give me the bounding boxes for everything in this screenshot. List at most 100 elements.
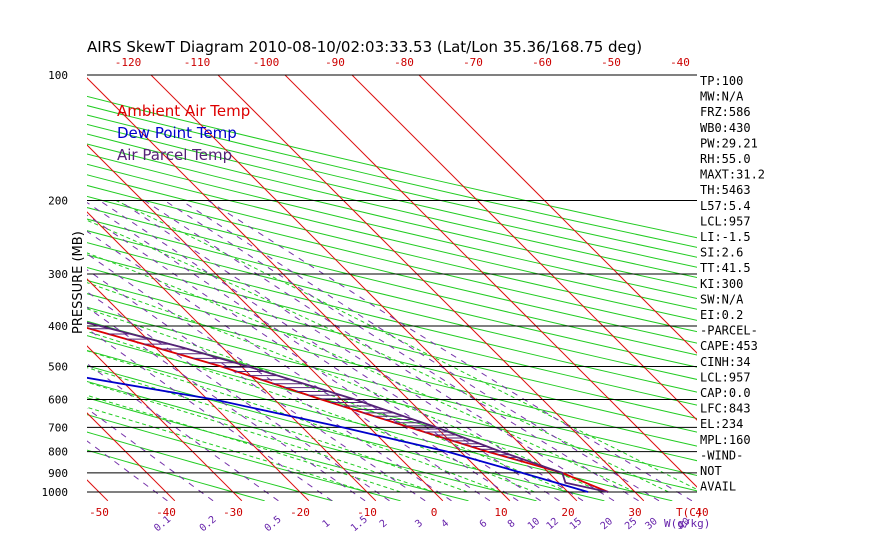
isotherm (418, 75, 697, 354)
dry-adiabat (87, 105, 697, 248)
dry-adiabat (87, 267, 697, 419)
mixing-ratio-tick-label: 8 (506, 518, 518, 530)
isotherm (87, 412, 176, 501)
mixing-ratio-line (164, 200, 639, 501)
isotherm (87, 211, 377, 501)
mixing-ratio-line (87, 201, 541, 501)
mixing-ratio-line (87, 253, 452, 501)
dry-adiabat (87, 449, 265, 501)
mixing-ratio-line (180, 200, 660, 501)
chart-title: AIRS SkewT Diagram 2010-08-10/02:03:33.5… (87, 38, 642, 56)
pressure-tick-label: 300 (48, 268, 68, 281)
legend-entry: Dew Point Temp (117, 124, 237, 142)
dry-adiabat (87, 174, 697, 321)
index-readout: FRZ:586 (700, 105, 751, 119)
bottom-temp-tick-label: 40 (695, 506, 708, 519)
top-temp-tick-label: -100 (253, 56, 280, 69)
index-readout: TH:5463 (700, 183, 751, 197)
pressure-tick-label: 800 (48, 446, 68, 459)
mixing-ratio-line (87, 291, 390, 501)
pressure-tick-label: 100 (48, 69, 68, 82)
mixing-ratio-line (87, 440, 168, 501)
dry-adiabat (87, 293, 697, 447)
isotherm (87, 278, 310, 501)
bottom-temp-tick-label: 20 (561, 506, 574, 519)
moist-adiabat (87, 308, 569, 493)
mixing-ratio-line (87, 363, 279, 501)
index-readout: EL:234 (700, 417, 743, 431)
top-temp-tick-label: -90 (325, 56, 345, 69)
bottom-temp-tick-label: -30 (223, 506, 243, 519)
pressure-tick-label: 200 (48, 195, 68, 208)
dry-adiabat (87, 143, 697, 289)
mixing-ratio-tick-label: 4 (439, 518, 451, 530)
series-layer (87, 321, 609, 493)
top-temp-tick-label: -120 (115, 56, 142, 69)
legend-layer: Ambient Air Temp Dew Point Temp Air Parcel… (117, 102, 250, 164)
index-readout: MPL:160 (700, 433, 751, 447)
dry-adiabat (87, 163, 697, 310)
pressure-tick-label: 700 (48, 421, 68, 434)
index-readout: AVAIL (700, 480, 736, 494)
mixing-ratio-line (87, 407, 214, 501)
mixing-ratio-line (87, 306, 366, 501)
index-readout: -PARCEL- (700, 324, 758, 338)
isotherm (87, 144, 444, 501)
dry-adiabat (87, 320, 697, 477)
mixing-ratio-tick-label: 6 (478, 518, 490, 530)
mixing-ratio-line (87, 327, 333, 501)
index-readout: CINH:34 (700, 355, 751, 369)
dry-adiabat (87, 380, 537, 501)
index-readout: SI:2.6 (700, 246, 743, 260)
mixing-ratio-line (118, 200, 584, 501)
dry-adiabat (87, 365, 605, 501)
bottom-temp-tick-label: -20 (290, 506, 310, 519)
pressure-tick-label: 500 (48, 360, 68, 373)
index-readout: -WIND- (700, 448, 743, 462)
mixing-ratio-tick-label: 1 (321, 518, 333, 530)
index-readout: LCL:957 (700, 370, 751, 384)
top-temp-tick-label: -80 (394, 56, 414, 69)
moist-adiabat (87, 367, 468, 493)
air-parcel-temp-line (87, 321, 609, 493)
pressure-tick-label: 600 (48, 393, 68, 406)
index-readout: LCL:957 (700, 214, 751, 228)
index-readout: L57:5.4 (700, 199, 751, 213)
mixing-ratio-line (99, 200, 560, 501)
index-readout: MW:N/A (700, 90, 744, 104)
temp-axis-unit-label: T(C) (676, 506, 703, 519)
index-readout: EI:0.2 (700, 308, 743, 322)
isotherm (351, 75, 697, 421)
mixing-ratio-line (87, 214, 519, 501)
isotherm (87, 345, 243, 501)
ambient-air-temp-line (87, 327, 609, 493)
index-readout: KI:300 (700, 277, 743, 291)
bottom-temp-tick-label: 30 (628, 506, 641, 519)
bottom-temp-tick-label: -40 (156, 506, 176, 519)
bottom-temp-tick-label: -10 (357, 506, 377, 519)
index-readout: TP:100 (700, 74, 743, 88)
index-readout: TT:41.5 (700, 261, 751, 275)
index-readout: LI:-1.5 (700, 230, 751, 244)
mixing-ratio-tick-label: 2 (378, 518, 390, 530)
index-readout: CAP:0.0 (700, 386, 751, 400)
index-readout: WB0:430 (700, 121, 751, 135)
top-temp-tick-label: -110 (184, 56, 211, 69)
top-temp-tick-label: -50 (601, 56, 621, 69)
dew-point-temp-line (87, 376, 589, 493)
dry-adiabat (87, 195, 697, 344)
index-readout: SW:N/A (700, 292, 744, 306)
dry-adiabat (87, 397, 469, 501)
bottom-temp-tick-label: -50 (89, 506, 109, 519)
moist-adiabat (87, 394, 401, 493)
index-readout: LFC:843 (700, 402, 751, 416)
index-readout: MAXT:31.2 (700, 168, 765, 182)
legend-entry: Ambient Air Temp (117, 102, 250, 120)
top-temp-tick-label: -40 (670, 56, 690, 69)
y-axis-label: PRESSURE (MB) (71, 231, 86, 334)
isotherm (217, 75, 645, 501)
top-temp-tick-label: -60 (532, 56, 552, 69)
index-readout: NOT (700, 464, 722, 478)
